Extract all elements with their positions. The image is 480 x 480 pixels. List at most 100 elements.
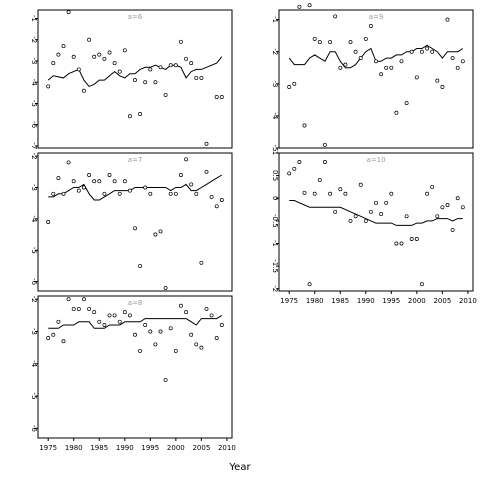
data-point: [117, 69, 122, 74]
x-tick-label: 2010: [459, 297, 477, 305]
panel-label: a=10: [366, 156, 385, 164]
data-point: [374, 59, 378, 64]
data-point: [138, 263, 143, 268]
data-point: [404, 101, 409, 106]
panel-4: a=9 -1 -2 -3 -4 -5: [271, 3, 474, 151]
data-point: [81, 88, 86, 93]
data-point: [143, 323, 148, 327]
data-point: [178, 173, 183, 177]
data-point: [199, 260, 204, 265]
data-point: [61, 191, 66, 196]
data-point: [419, 282, 424, 287]
data-point: [107, 173, 112, 177]
data-point: [102, 323, 107, 327]
y-tick-label: -3: [30, 328, 38, 335]
data-point: [435, 78, 440, 83]
data-point: [460, 205, 465, 210]
data-point: [394, 241, 399, 246]
panel-frame: [37, 295, 233, 439]
panel-frame: [37, 152, 233, 292]
data-point: [343, 62, 348, 67]
y-tick-label: -5: [30, 100, 38, 107]
panel-frame: [278, 152, 474, 292]
x-tick-label: 1985: [331, 297, 349, 305]
y-tick-label: -4: [30, 215, 38, 223]
data-point: [292, 81, 297, 86]
x-tick-label: 1995: [141, 444, 159, 452]
data-point: [460, 59, 465, 64]
data-point: [302, 190, 307, 195]
data-point: [56, 319, 61, 324]
data-point: [414, 75, 419, 80]
y-tick-label: 0.5: [271, 170, 279, 181]
y-tick-label: -7: [30, 142, 38, 149]
data-point: [435, 214, 440, 219]
data-point: [389, 65, 394, 70]
data-point: [56, 52, 61, 57]
data-point: [76, 188, 81, 193]
data-point: [425, 191, 430, 196]
data-point: [138, 348, 143, 353]
data-point: [173, 348, 178, 353]
y-tick-label: -3: [30, 184, 38, 191]
data-point: [214, 204, 219, 209]
data-point: [122, 48, 127, 53]
data-point: [117, 319, 122, 324]
data-point: [455, 196, 460, 201]
data-point: [173, 63, 178, 68]
y-tick-label: -1: [30, 15, 38, 22]
panel-frame: [37, 9, 233, 149]
data-point: [194, 75, 199, 80]
data-point: [368, 209, 373, 214]
data-point: [87, 37, 92, 42]
y-tick-label: 0: [271, 196, 279, 200]
x-tick-label: 1990: [116, 444, 134, 452]
data-point: [97, 52, 102, 57]
data-point: [287, 85, 292, 89]
data-point: [389, 191, 394, 196]
data-point: [322, 142, 327, 147]
data-point: [184, 310, 189, 315]
panel-3: a=8 -2 -3 -4 -5 -6 1975 1980 1985 1990 1995 2000 200…: [30, 295, 236, 452]
data-point: [71, 306, 76, 311]
data-point: [133, 332, 137, 337]
x-tick-label: 2000: [408, 297, 426, 305]
data-point: [71, 179, 76, 184]
x-axis-title: Year: [228, 462, 251, 473]
x-tick-label: 1980: [306, 297, 324, 305]
data-point: [46, 220, 51, 224]
data-point: [368, 24, 373, 28]
data-point: [348, 40, 353, 45]
panel-label: a=8: [128, 299, 143, 307]
y-tick-label: -6: [30, 425, 38, 433]
data-point: [158, 65, 163, 70]
data-point: [353, 214, 358, 219]
data-point: [302, 123, 307, 128]
data-point: [184, 157, 189, 162]
trend-line: [47, 56, 223, 88]
data-point: [307, 282, 312, 287]
data-point: [56, 176, 61, 181]
y-tick-label: -6: [30, 121, 38, 129]
data-point: [440, 205, 445, 210]
data-point: [189, 182, 194, 187]
x-tick-label: 2005: [433, 297, 451, 305]
data-point: [92, 310, 97, 315]
data-point: [409, 237, 414, 241]
data-point: [409, 49, 414, 54]
x-tick-label: 1990: [357, 297, 375, 305]
data-point: [199, 345, 204, 350]
data-point: [148, 191, 153, 196]
x-tick-label: 1975: [280, 297, 298, 305]
y-tick-label: -1: [271, 16, 279, 23]
data-point: [66, 297, 71, 302]
data-point: [122, 179, 127, 184]
data-point: [102, 56, 107, 61]
data-point: [92, 54, 97, 59]
data-point: [163, 285, 168, 290]
data-point: [189, 332, 194, 337]
data-point: [107, 313, 112, 318]
data-point: [414, 237, 419, 241]
data-point: [178, 39, 183, 44]
data-point: [219, 323, 224, 327]
